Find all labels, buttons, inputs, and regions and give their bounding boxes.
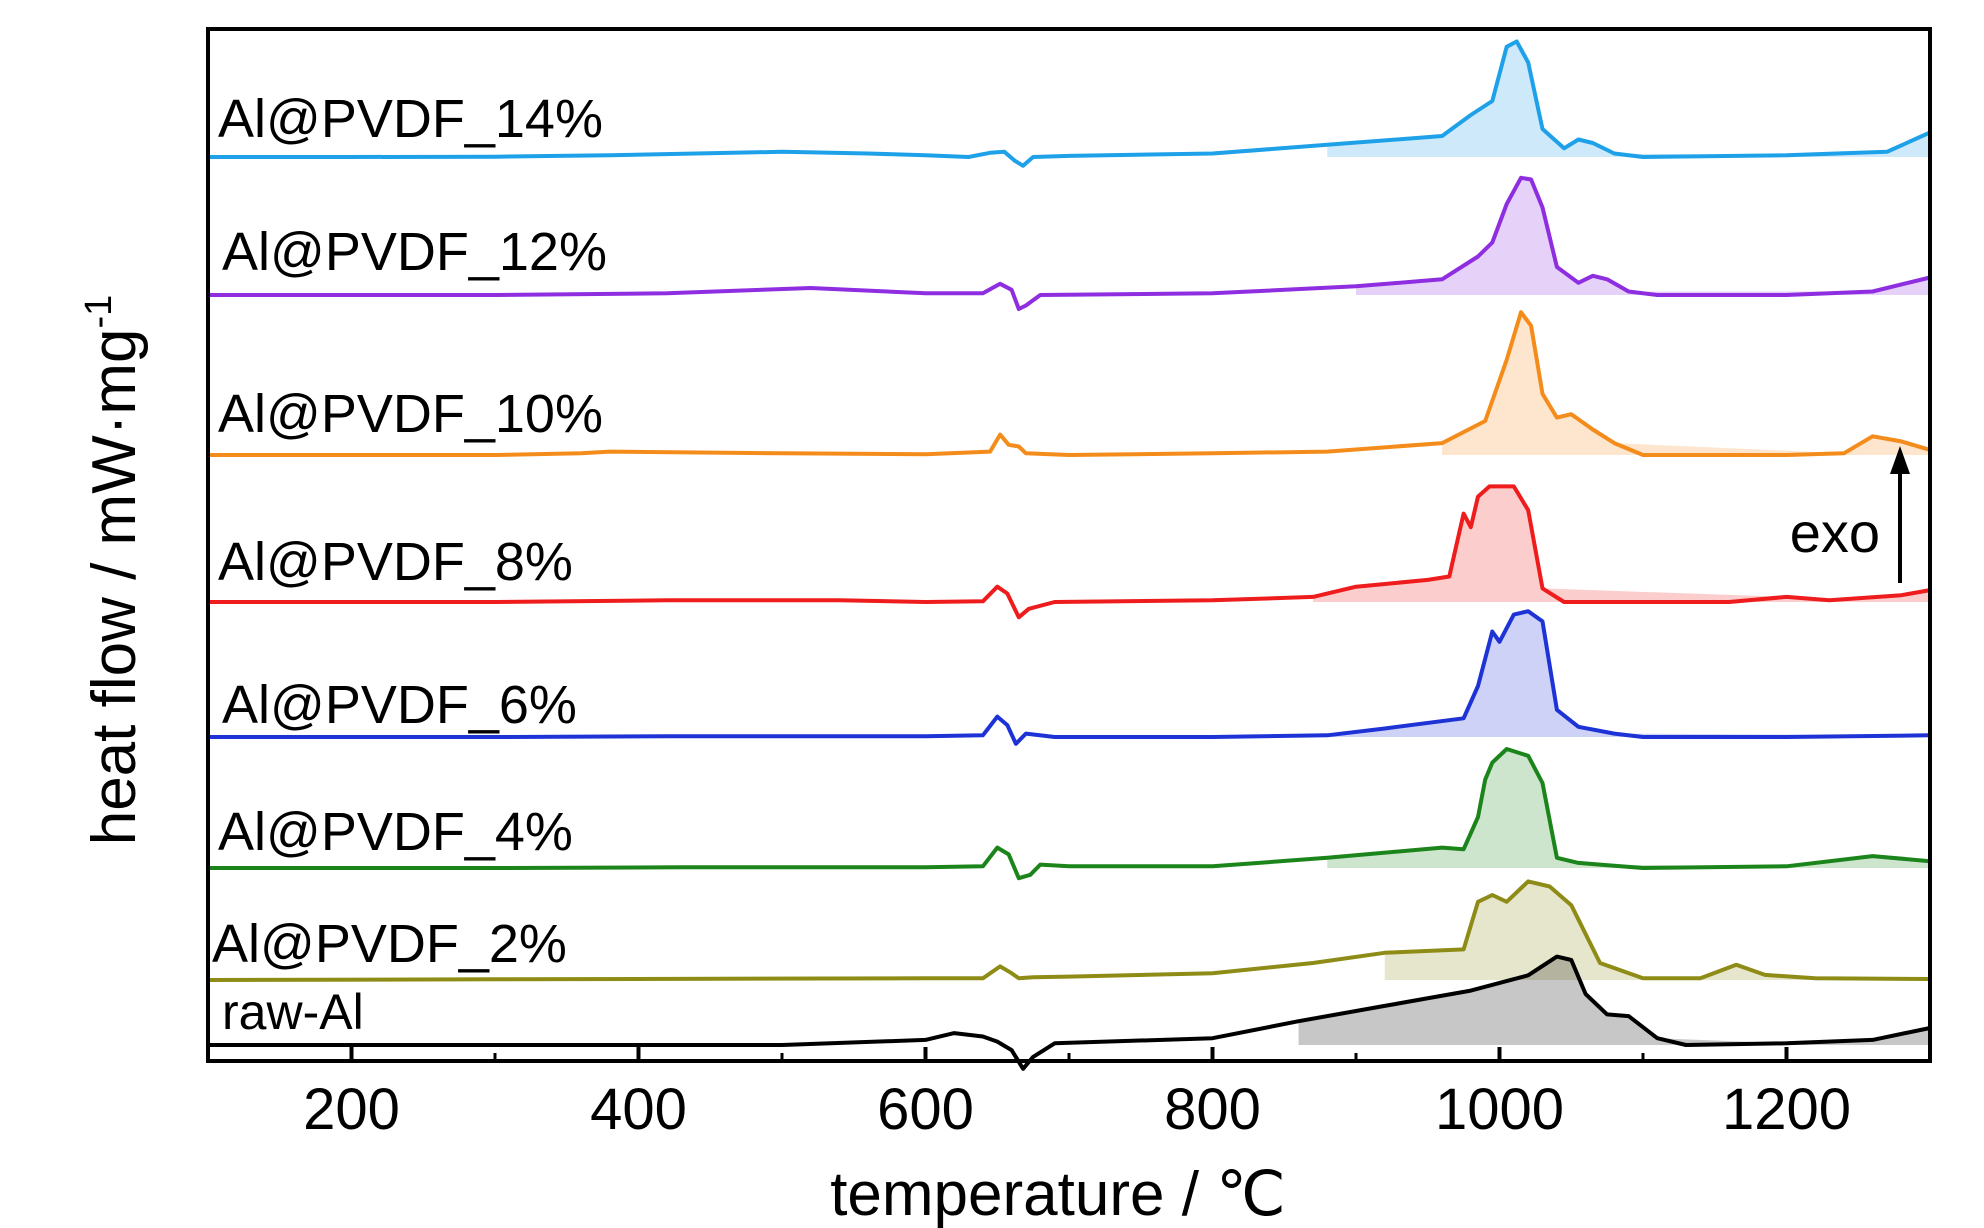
peak-area-al-pvdf-4 [1327,749,1930,868]
series-label-al-pvdf-14: Al@PVDF_14% [218,89,603,149]
exo-annotation: exo [1790,446,1910,583]
peak-area-al-pvdf-8 [1313,486,1930,602]
x-tick-label: 800 [1164,1077,1261,1142]
series-label-raw-al: raw-Al [222,984,364,1040]
peak-area-al-pvdf-2 [1384,881,1930,980]
series-label-al-pvdf-12: Al@PVDF_12% [222,222,607,282]
peak-area-al-pvdf-12 [1356,177,1930,295]
series-line-al-pvdf-10 [208,310,1931,457]
x-tick-label: 1000 [1435,1077,1564,1142]
peak-area-al-pvdf-6 [1327,611,1930,737]
series-line-al-pvdf-14 [208,39,1931,168]
curves-layer [207,39,1931,1071]
series-label-al-pvdf-6: Al@PVDF_6% [222,675,577,735]
peak-area-al-pvdf-10 [1442,312,1930,455]
series-label-al-pvdf-8: Al@PVDF_8% [218,532,573,592]
y-axis-title-superscript: -1 [78,295,120,329]
series-line-al-pvdf-4 [208,747,1931,881]
series-label-al-pvdf-10: Al@PVDF_10% [218,384,603,444]
series-line-al-pvdf-8 [208,484,1931,620]
series-line-raw-al [208,954,1931,1071]
y-axis-title: heat flow / mW·mg-1 [78,295,149,846]
series-label-al-pvdf-2: Al@PVDF_2% [212,914,567,974]
exo-arrow-head [1890,446,1910,474]
series-line-al-pvdf-6 [208,609,1931,746]
x-axis-ticks: 200 400 600 800 1000 1200 [303,1047,1932,1142]
exo-label: exo [1790,501,1880,564]
series-label-al-pvdf-4: Al@PVDF_4% [218,802,573,862]
series-line-al-pvdf-2 [207,879,1931,982]
x-tick-label: 200 [303,1077,400,1142]
y-axis-title-main: heat flow / mW·mg [80,329,149,846]
x-tick-label: 1200 [1722,1077,1851,1142]
peak-area-al-pvdf-14 [1327,41,1930,157]
series-line-al-pvdf-12 [208,175,1931,311]
peak-area-raw-al [1298,956,1930,1045]
x-tick-label: 400 [590,1077,687,1142]
series-labels-layer: Al@PVDF_14% Al@PVDF_12% Al@PVDF_10% Al@PVDF… [212,89,607,1040]
x-tick-label: 600 [877,1077,974,1142]
x-axis-title: temperature / ℃ [830,1160,1286,1228]
